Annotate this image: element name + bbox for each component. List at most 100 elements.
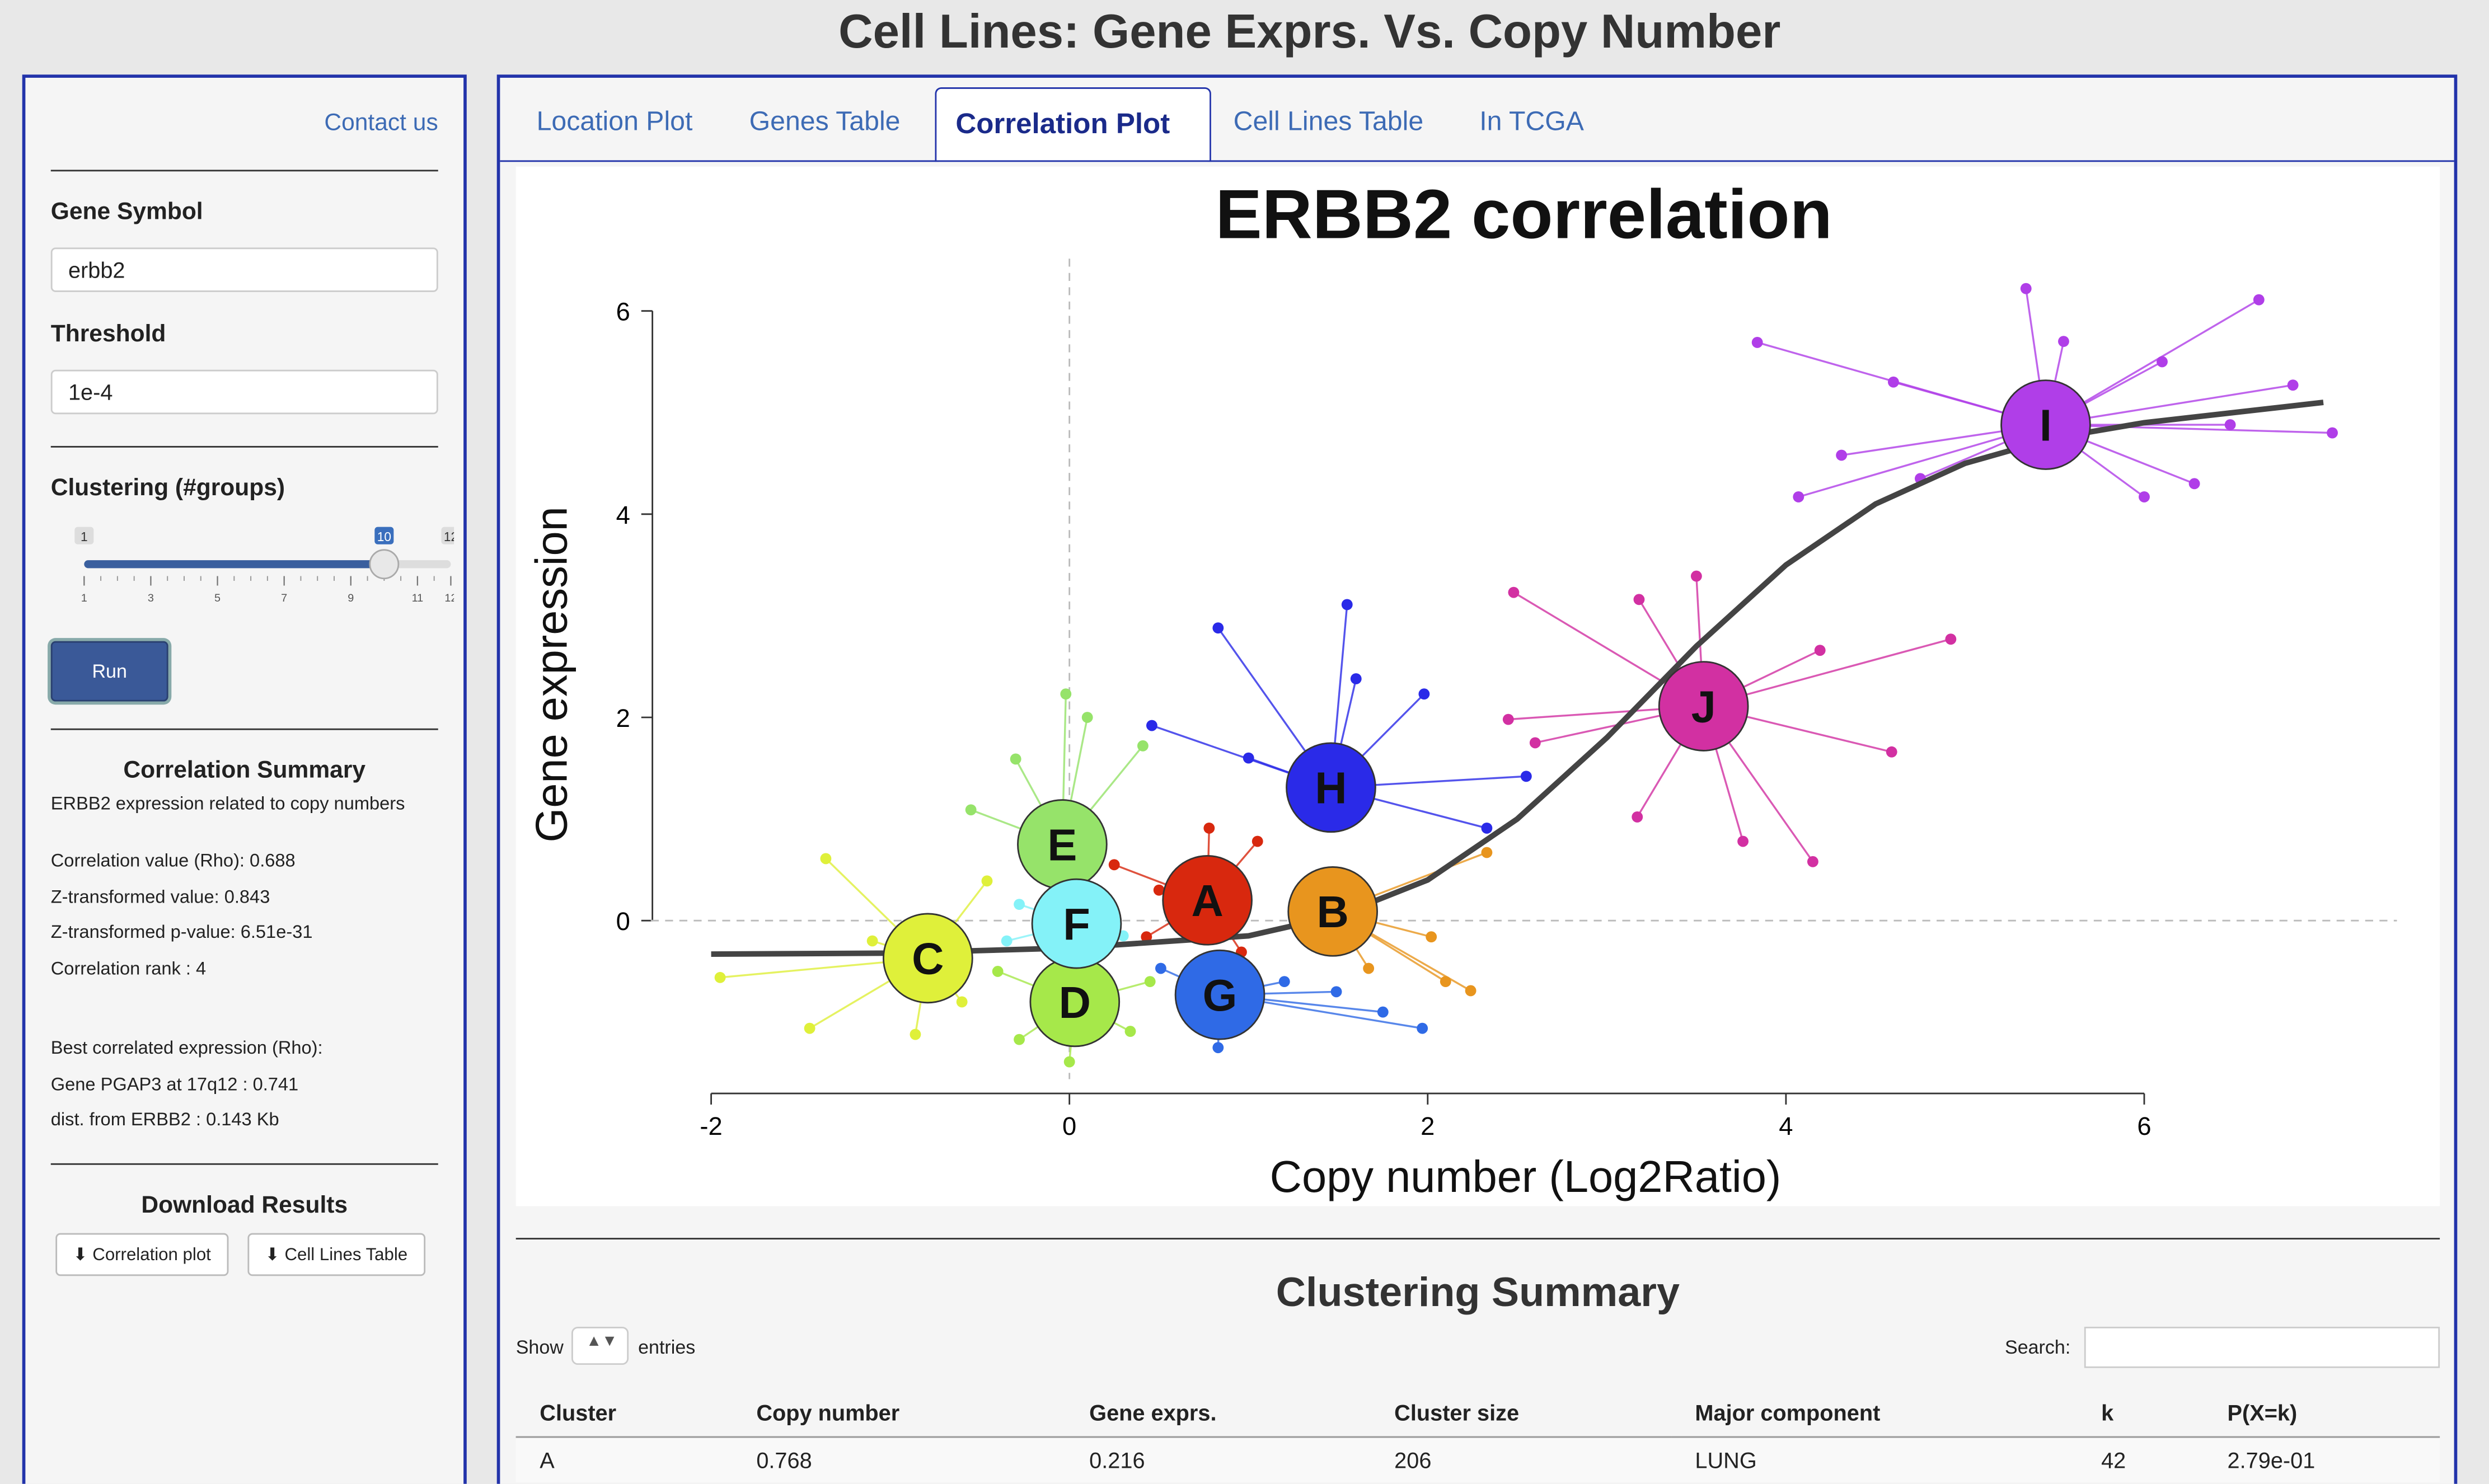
- point: [1014, 899, 1025, 910]
- point: [1440, 976, 1451, 988]
- download-button[interactable]: ⬇ Cell Lines Table: [247, 1233, 425, 1276]
- summary-line: Gene PGAP3 at 17q12 : 0.741: [50, 1075, 299, 1095]
- search-input[interactable]: [2084, 1326, 2440, 1368]
- point: [1243, 752, 1254, 764]
- tab-active[interactable]: Correlation Plot: [955, 107, 1170, 140]
- summary-table: Cluster Copy number Gene exprs. Cluster siz…: [515, 1388, 2440, 1482]
- chart-title: ERBB2 correlation: [1215, 175, 1832, 253]
- point: [1144, 976, 1156, 988]
- x-axis-label: Copy number (Log2Ratio): [1270, 1152, 1782, 1201]
- slider-fill: [84, 560, 385, 569]
- point: [1807, 856, 1818, 867]
- cluster-center: [1658, 661, 1749, 752]
- point: [1203, 823, 1215, 834]
- divider: [50, 170, 438, 172]
- cluster-center: [1174, 949, 1265, 1040]
- point: [1520, 771, 1532, 782]
- table-row: A 0.768 0.216 206 LUNG 42 2.79e-01: [515, 1437, 2440, 1482]
- divider: [515, 1238, 2440, 1239]
- y-tick-label: 2: [616, 704, 630, 732]
- x-tick-label: 4: [1779, 1112, 1793, 1140]
- contact-link[interactable]: Contact us: [324, 109, 438, 137]
- section-title: Correlation Summary: [123, 757, 366, 785]
- divider: [50, 728, 438, 730]
- section-title: Clustering Summary: [1276, 1268, 1680, 1316]
- tab[interactable]: Location Plot: [536, 106, 693, 137]
- summary-line: dist. from ERBB2 : 0.143 Kb: [50, 1111, 279, 1130]
- run-button[interactable]: Run: [50, 641, 168, 702]
- point: [1793, 491, 1804, 503]
- divider: [50, 445, 438, 448]
- sidebar: Contact us Gene Symbol erbb2 Threshold 1…: [22, 74, 467, 1484]
- header-row: Cluster Copy number Gene exprs. Cluster siz…: [515, 1388, 2440, 1438]
- column-header: Cluster: [515, 1388, 733, 1438]
- point: [2020, 283, 2032, 294]
- point: [1010, 753, 1021, 765]
- point: [1330, 986, 1342, 998]
- table-cell: LUNG: [1671, 1437, 2078, 1482]
- slider-tick-label: 7: [281, 592, 287, 604]
- point: [2287, 379, 2299, 391]
- point: [1001, 935, 1013, 947]
- cluster-label: D: [1059, 978, 1091, 1027]
- column-header: Major component: [1671, 1388, 2078, 1438]
- point: [2188, 478, 2200, 490]
- point: [965, 804, 977, 816]
- table-cell: 42: [2077, 1437, 2204, 1482]
- point: [910, 1029, 921, 1040]
- tab-line: [500, 160, 2454, 162]
- gene-input[interactable]: erbb2: [50, 247, 438, 292]
- point: [1146, 720, 1157, 731]
- cluster-label: J: [1691, 682, 1716, 731]
- cluster-label: H: [1315, 763, 1347, 813]
- tab[interactable]: Cell Lines Table: [1233, 106, 1424, 137]
- point: [1886, 746, 1897, 758]
- point: [1377, 1006, 1389, 1018]
- slider-badge-label: 12: [444, 529, 454, 544]
- point: [1481, 847, 1493, 858]
- slider[interactable]: 1 12 10 1 3 5 7 9 11 12: [41, 519, 454, 606]
- slider-badge-label: 10: [377, 529, 391, 544]
- point: [1363, 962, 1375, 974]
- column-header: Copy number: [732, 1388, 1066, 1438]
- slider-handle: [369, 549, 400, 580]
- point: [1350, 673, 1362, 684]
- tab[interactable]: Genes Table: [749, 106, 901, 137]
- download-button[interactable]: ⬇ Correlation plot: [55, 1233, 229, 1276]
- summary-line: Correlation rank : 4: [50, 959, 207, 979]
- table-cell: 0.768: [732, 1437, 1066, 1482]
- y-axis-label: Gene expression: [526, 506, 576, 842]
- column-header: k: [2077, 1388, 2204, 1438]
- field-label: Gene Symbol: [50, 198, 203, 226]
- cluster-center: [1287, 866, 1378, 957]
- field-label: Clustering (#groups): [50, 474, 285, 502]
- point: [1212, 622, 1224, 634]
- point: [2058, 336, 2069, 347]
- point: [714, 971, 726, 983]
- summary-line: Z-transformed p-value: 6.51e-31: [50, 923, 313, 943]
- point: [1060, 688, 1072, 700]
- point: [1836, 449, 1848, 461]
- point: [1141, 931, 1152, 943]
- entries-select[interactable]: ▲▼: [571, 1326, 629, 1365]
- point: [2139, 491, 2150, 503]
- slider-tick-label: 11: [412, 592, 424, 604]
- x-tick-label: 0: [1062, 1112, 1076, 1140]
- y-tick-label: 6: [616, 298, 630, 326]
- point: [1529, 737, 1541, 749]
- point: [1108, 859, 1120, 871]
- field-label: Threshold: [50, 320, 166, 348]
- point: [2224, 419, 2236, 430]
- tab[interactable]: In TCGA: [1479, 106, 1584, 137]
- point: [1751, 337, 1763, 348]
- point: [804, 1022, 815, 1034]
- point: [2327, 427, 2338, 439]
- point: [1063, 1056, 1075, 1068]
- divider: [50, 1163, 438, 1165]
- active-tab-bg: [935, 87, 1211, 162]
- cluster-center: [2000, 379, 2091, 470]
- x-tick-label: 6: [2137, 1112, 2151, 1140]
- point: [1814, 645, 1826, 656]
- point: [866, 935, 878, 947]
- threshold-input[interactable]: 1e-4: [50, 369, 438, 415]
